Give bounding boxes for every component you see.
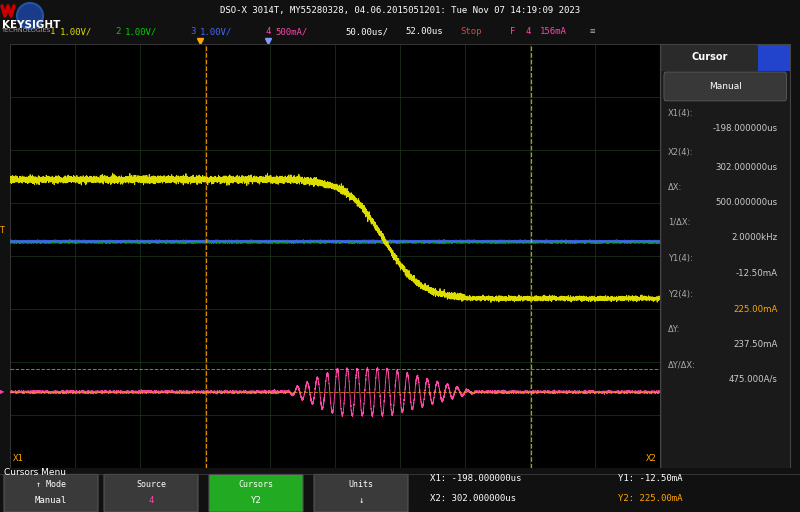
- Text: ΔY/ΔX:: ΔY/ΔX:: [668, 360, 696, 369]
- Text: Y2: Y2: [250, 496, 262, 505]
- Text: Y1(4):: Y1(4):: [668, 254, 693, 263]
- Text: 237.50mA: 237.50mA: [733, 340, 778, 349]
- Text: X1(4):: X1(4):: [668, 110, 694, 118]
- Text: Y1: Y1: [662, 388, 670, 396]
- Text: 4: 4: [265, 27, 270, 36]
- Text: ▶: ▶: [0, 388, 4, 396]
- Text: 225.00mA: 225.00mA: [733, 305, 778, 314]
- Text: Y2: 225.00mA: Y2: 225.00mA: [618, 494, 682, 503]
- Text: DSO-X 3014T, MY55280328, 04.06.2015051201: Tue Nov 07 14:19:09 2023: DSO-X 3014T, MY55280328, 04.06.201505120…: [220, 6, 580, 15]
- Bar: [758, 44, 790, 71]
- Text: X1: -198.000000us: X1: -198.000000us: [430, 475, 522, 483]
- Text: X2(4):: X2(4):: [668, 147, 694, 157]
- Text: Cursors: Cursors: [238, 480, 274, 489]
- Text: 4: 4: [148, 496, 154, 505]
- Circle shape: [17, 3, 43, 29]
- Text: 2: 2: [115, 27, 120, 36]
- Text: -12.50mA: -12.50mA: [735, 269, 778, 278]
- Text: Source: Source: [136, 480, 166, 489]
- Text: 2.0000kHz: 2.0000kHz: [731, 232, 778, 242]
- Text: 475.000A/s: 475.000A/s: [729, 375, 778, 384]
- Text: -198.000000us: -198.000000us: [712, 124, 778, 133]
- Text: T: T: [0, 226, 4, 235]
- Text: Cursor: Cursor: [691, 52, 728, 62]
- Text: 156mA: 156mA: [540, 27, 567, 36]
- Text: ↓: ↓: [358, 496, 364, 505]
- FancyBboxPatch shape: [209, 475, 303, 512]
- Text: 3: 3: [190, 27, 195, 36]
- Text: 1.00V/: 1.00V/: [60, 27, 92, 36]
- Text: Y2: Y2: [662, 311, 670, 320]
- Text: 4: 4: [525, 27, 530, 36]
- Text: 1: 1: [50, 27, 55, 36]
- Text: 1.00V/: 1.00V/: [125, 27, 158, 36]
- Text: 500.000000us: 500.000000us: [715, 198, 778, 207]
- FancyBboxPatch shape: [314, 475, 408, 512]
- Text: ΔY:: ΔY:: [668, 325, 680, 334]
- Text: X2: 302.000000us: X2: 302.000000us: [430, 494, 516, 503]
- Text: Units: Units: [349, 480, 374, 489]
- Text: TECHNOLOGIES: TECHNOLOGIES: [2, 28, 51, 33]
- FancyBboxPatch shape: [104, 475, 198, 512]
- Text: 52.00us: 52.00us: [405, 27, 442, 36]
- Text: Y2(4):: Y2(4):: [668, 290, 693, 299]
- Text: 1.00V/: 1.00V/: [200, 27, 232, 36]
- FancyBboxPatch shape: [664, 72, 786, 101]
- Text: Stop: Stop: [460, 27, 482, 36]
- Text: ΔX:: ΔX:: [668, 183, 682, 192]
- Text: ↑ Mode: ↑ Mode: [36, 480, 66, 489]
- Text: 50.00us/: 50.00us/: [345, 27, 388, 36]
- Text: X1: X1: [13, 454, 24, 463]
- Text: KEYSIGHT: KEYSIGHT: [2, 20, 60, 30]
- Text: ≡: ≡: [590, 27, 595, 36]
- Bar: [660, 44, 790, 71]
- Text: 1/ΔX:: 1/ΔX:: [668, 218, 690, 227]
- Text: X2: X2: [646, 454, 657, 463]
- Text: F: F: [510, 27, 515, 36]
- Text: 302.000000us: 302.000000us: [715, 162, 778, 172]
- FancyBboxPatch shape: [4, 475, 98, 512]
- Text: Manual: Manual: [709, 82, 742, 91]
- Text: Y1: -12.50mA: Y1: -12.50mA: [618, 475, 682, 483]
- Text: Cursors Menu: Cursors Menu: [4, 468, 66, 478]
- Text: 500mA/: 500mA/: [275, 27, 307, 36]
- Text: Manual: Manual: [35, 496, 67, 505]
